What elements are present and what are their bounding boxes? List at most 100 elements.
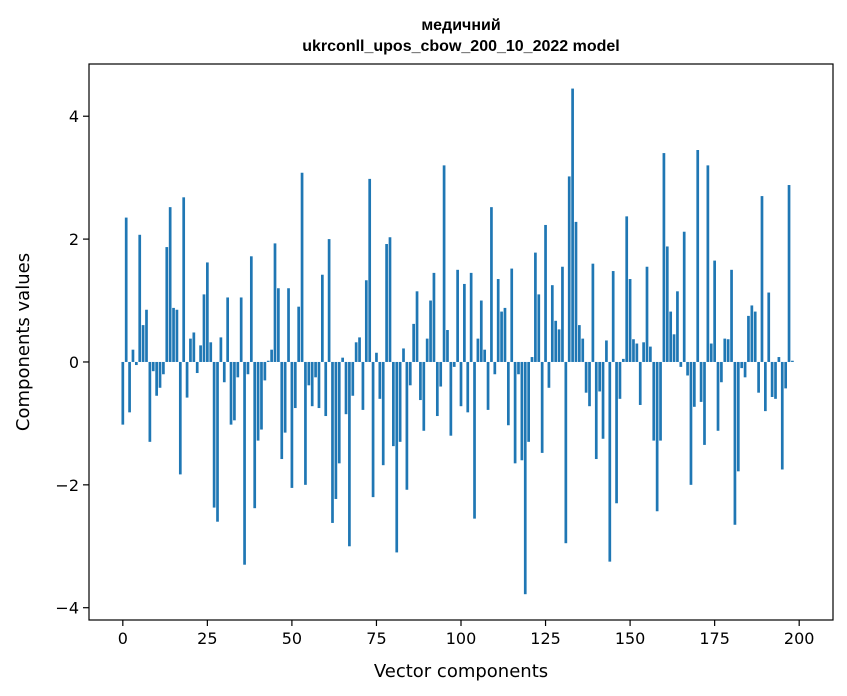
bar-106 (479, 300, 483, 362)
bar-190 (764, 361, 767, 412)
bar-47 (280, 361, 284, 460)
y-tick-label: 0 (69, 353, 79, 372)
bar-26 (209, 342, 213, 362)
bar-43 (266, 360, 270, 362)
bar-143 (605, 340, 608, 362)
bar-118 (520, 361, 524, 461)
y-axis-label: Components values (13, 253, 34, 431)
bar-161 (665, 246, 669, 362)
bar-109 (490, 207, 493, 362)
bar-51 (293, 361, 297, 409)
bar-198 (791, 360, 794, 362)
bar-144 (608, 361, 612, 562)
x-tick-label: 50 (282, 629, 302, 648)
bar-137 (584, 361, 588, 393)
bar-145 (611, 271, 615, 362)
bar-29 (219, 337, 223, 362)
x-tick-label: 200 (784, 629, 815, 648)
bar-5 (138, 234, 142, 362)
bar-80 (392, 361, 395, 447)
bar-154 (642, 342, 645, 362)
bar-86 (412, 323, 416, 362)
bar-165 (679, 361, 683, 367)
bar-124 (540, 361, 544, 453)
bar-116 (513, 361, 517, 464)
bar-61 (327, 239, 331, 362)
bar-135 (578, 325, 581, 362)
bar-81 (395, 361, 399, 553)
bar-150 (628, 279, 632, 362)
x-tick-label: 0 (118, 629, 128, 648)
bar-178 (723, 338, 727, 362)
bar-17 (178, 361, 182, 475)
bar-158 (655, 361, 659, 512)
bar-77 (381, 361, 385, 466)
bar-88 (419, 361, 422, 401)
bar-93 (435, 361, 439, 417)
bar-97 (449, 361, 453, 436)
bar-170 (696, 150, 700, 362)
bar-121 (530, 357, 534, 362)
bar-111 (496, 279, 500, 362)
bar-36 (243, 361, 246, 565)
bar-152 (635, 343, 639, 362)
bar-177 (720, 361, 723, 383)
bar-1 (124, 217, 128, 362)
chart-title: медичний (421, 17, 500, 34)
bar-71 (361, 361, 365, 410)
bar-72 (364, 280, 368, 362)
bar-52 (297, 306, 301, 362)
bar-19 (185, 361, 189, 398)
bar-102 (466, 361, 470, 413)
bar-38 (249, 256, 253, 362)
bar-66 (344, 361, 348, 415)
bars-group (121, 88, 794, 595)
bar-153 (638, 361, 642, 405)
bar-50 (290, 361, 294, 488)
bar-98 (452, 361, 456, 367)
bar-20 (189, 338, 192, 362)
bar-83 (402, 348, 405, 362)
bar-174 (709, 343, 713, 362)
bar-105 (476, 338, 480, 362)
bar-187 (753, 311, 757, 362)
bar-70 (358, 337, 361, 362)
bar-8 (148, 361, 152, 442)
bar-15 (172, 307, 175, 362)
x-axis-ticks: 0 25 50 75 100 125 150 175 200 (118, 620, 815, 648)
bar-101 (463, 283, 466, 362)
bar-9 (151, 361, 155, 372)
bar-160 (662, 153, 666, 362)
y-tick-label: −2 (55, 476, 79, 495)
bar-2 (128, 361, 131, 413)
bar-75 (375, 352, 378, 362)
bar-125 (544, 224, 547, 362)
bar-56 (310, 361, 314, 407)
bar-74 (371, 361, 375, 498)
y-tick-label: 4 (69, 107, 79, 126)
bar-129 (557, 329, 561, 362)
bar-114 (506, 361, 510, 426)
bar-148 (621, 358, 625, 362)
bar-155 (645, 266, 649, 362)
bar-0 (121, 361, 125, 425)
bar-112 (500, 311, 503, 362)
bar-103 (469, 272, 473, 362)
bar-31 (226, 297, 230, 362)
bar-48 (283, 361, 287, 433)
bar-79 (388, 237, 392, 362)
bar-104 (473, 361, 476, 519)
bar-138 (588, 361, 591, 407)
bar-157 (652, 361, 656, 441)
bar-172 (703, 361, 706, 445)
bar-60 (324, 361, 328, 417)
x-tick-label: 150 (615, 629, 646, 648)
y-axis-ticks: −4 −2 0 2 4 (55, 107, 89, 618)
bar-173 (706, 165, 710, 362)
bar-130 (561, 266, 564, 362)
bar-53 (300, 172, 304, 362)
bar-99 (456, 269, 459, 362)
bar-188 (757, 361, 760, 393)
bar-67 (348, 361, 351, 547)
